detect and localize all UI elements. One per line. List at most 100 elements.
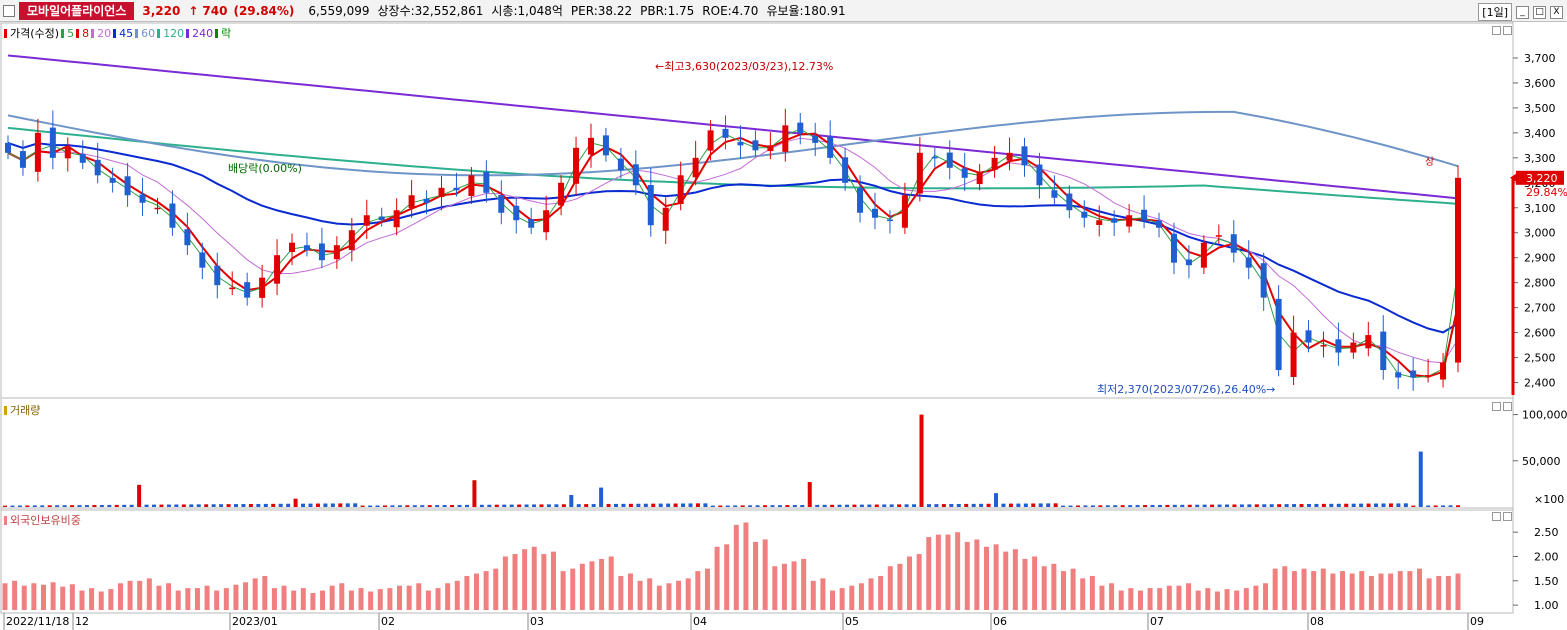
volume-bar [464,504,469,507]
price-change: 740 [202,3,228,18]
volume-bar [532,504,537,507]
volume-bar [152,504,157,507]
candle-body [378,216,385,221]
volume-bar [956,503,961,507]
volume-bar [330,503,335,507]
legend-label-8[interactable]: 락 [221,27,232,40]
volume-bar [166,504,171,507]
volume-bar [599,487,604,507]
maximize-button[interactable]: □ [1533,5,1546,19]
foreign-ratio-bar [1378,573,1384,610]
price-tick-label: 3,500 [1524,102,1556,115]
volume-bar [3,505,7,507]
volume-bar [107,504,112,507]
price-panel-min-button[interactable] [1492,26,1501,35]
select-checkbox[interactable] [3,4,15,17]
volume-bar [1321,503,1326,507]
foreign-legend: 외국인보유비중 [4,512,81,528]
foreign-ratio-bar [1311,571,1317,610]
candle-body [124,176,131,196]
legend-label-7[interactable]: 240 [192,26,214,40]
volume-bar [211,504,216,507]
volume-bar [32,505,37,507]
price-tick-label: 3,400 [1524,127,1556,140]
candle-body [812,135,819,143]
candle-body [1051,190,1058,198]
volume-bar [323,503,328,507]
volume-bar [874,504,879,507]
legend-marker-3 [91,28,95,38]
candle-body [79,154,86,163]
volume-bar [278,503,283,507]
volume-bar [263,503,268,507]
legend-label-3[interactable]: 20 [97,26,112,40]
volume-bar [1239,504,1244,507]
legend-label-6[interactable]: 120 [163,26,185,40]
volume-panel-min-button[interactable] [1492,402,1501,411]
candle-body [1425,375,1432,377]
volume-legend: 거래량 [4,402,40,418]
foreign-ratio-bar [579,563,585,610]
legend-label-0[interactable]: 가격(수정) [10,27,60,40]
candle-body [707,130,714,151]
foreign-ratio-bar [1320,568,1326,610]
foreign-panel-min-button[interactable] [1492,512,1501,521]
volume-bar [25,505,30,507]
foreign-ratio-bar [50,582,56,610]
volume-bar [941,504,946,507]
volume-bar [628,503,633,507]
foreign-ratio-bar [1109,583,1115,610]
legend-label-1[interactable]: 5 [67,26,75,40]
candle-body [1410,370,1417,378]
volume-bar [1396,503,1401,507]
volume-bar [450,504,455,507]
foreign-ratio-bar [1359,571,1365,610]
foreign-ratio-bar [1282,566,1288,610]
foreign-ratio-bar [175,590,181,610]
price-legend: 가격(수정) 5 8 20 45 60 120 240 락 [4,25,231,41]
stock-name[interactable]: 모바일어플라이언스 [19,1,135,20]
legend-label-4[interactable]: 45 [119,26,134,40]
foreign-ratio-bar [1263,583,1269,610]
foreign-ratio-bar [1089,575,1095,610]
volume-bar [1448,505,1453,507]
volume-bar [710,505,715,507]
foreign-ratio-bar [1186,583,1192,610]
volume-bar [1172,504,1177,507]
candle-body [333,245,340,260]
legend-label-5[interactable]: 60 [141,26,156,40]
x-tick-label: 2022/11/18 [6,615,69,628]
x-tick-label: 04 [693,615,707,628]
foreign-ratio-bar [156,585,162,610]
volume-bar [248,503,253,507]
minimize-button[interactable]: _ [1516,5,1529,19]
volume-bar [315,503,320,507]
foreign-ratio-bar [1099,585,1105,610]
foreign-ratio-bar [12,580,18,610]
foreign-ratio-bar [223,588,229,610]
current-price: 3,220 [142,3,181,18]
candle-body [916,152,923,194]
candle-body [647,185,654,226]
price-panel-close-button[interactable] [1503,26,1512,35]
candle-body [184,229,191,246]
volume-bar [792,505,797,507]
volume-bar [1306,503,1311,507]
stock-header-bar: 모바일어플라이언스 3,220 ↑ 740 (29.84%) 6,559,099… [0,0,1567,22]
candle-body [976,172,983,185]
close-button[interactable]: X [1550,5,1563,19]
volume-panel-close-button[interactable] [1503,402,1512,411]
volume-bar [1143,505,1148,507]
period-selector[interactable]: [1일] [1478,3,1512,21]
foreign-ratio-bar [127,580,133,610]
candle-body [1021,146,1028,166]
foreign-panel-close-button[interactable] [1503,512,1512,521]
legend-label-2[interactable]: 8 [82,26,90,40]
foreign-ratio-bar [781,563,787,610]
foreign-ratio-bar [281,585,287,610]
price-tick-label: 2,500 [1524,352,1556,365]
volume-bar [979,503,984,507]
ma5-line [7,128,1459,379]
candle-body [901,195,908,228]
foreign-ratio-bar [79,590,85,610]
